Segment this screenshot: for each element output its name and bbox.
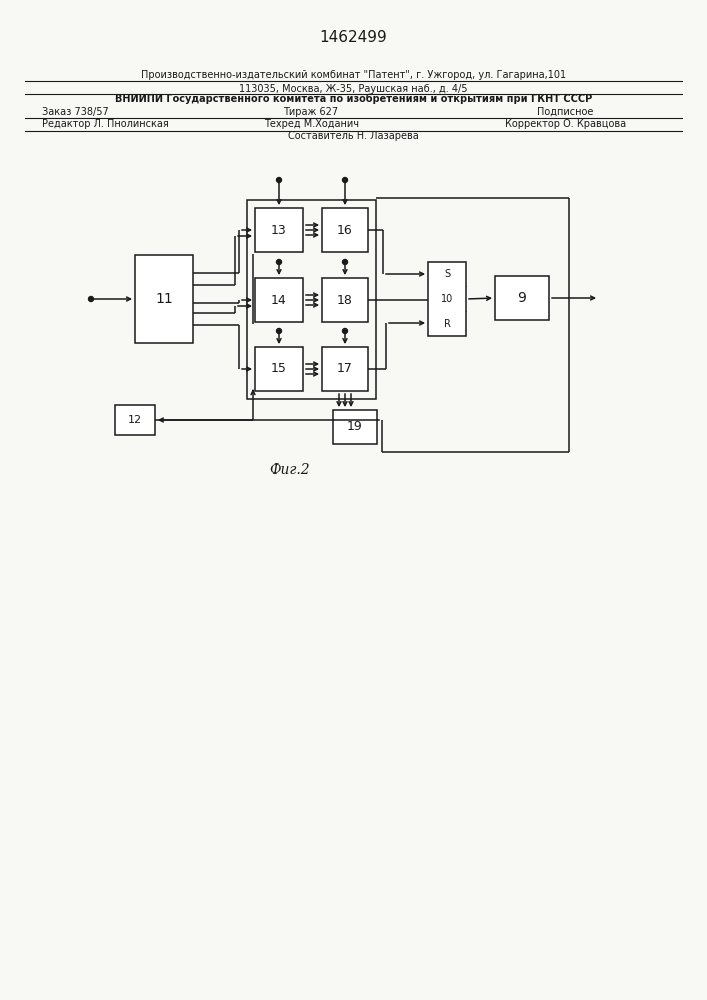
Text: 17: 17 bbox=[337, 362, 353, 375]
Bar bbox=[322, 208, 368, 252]
Circle shape bbox=[276, 259, 281, 264]
Bar bbox=[333, 410, 377, 444]
Text: 9: 9 bbox=[518, 291, 527, 305]
Text: Корректор О. Кравцова: Корректор О. Кравцова bbox=[505, 119, 626, 129]
Text: R: R bbox=[443, 319, 450, 329]
Text: Техред М.Ходанич: Техред М.Ходанич bbox=[264, 119, 358, 129]
Bar bbox=[322, 278, 368, 322]
Bar bbox=[115, 405, 155, 435]
Text: Тираж 627: Тираж 627 bbox=[284, 107, 339, 117]
Text: 15: 15 bbox=[271, 362, 287, 375]
Text: 113035, Москва, Ж-35, Раушская наб., д. 4/5: 113035, Москва, Ж-35, Раушская наб., д. … bbox=[239, 84, 468, 94]
Text: ВНИИПИ Государственного комитета по изобретениям и открытиям при ГКНТ СССР: ВНИИПИ Государственного комитета по изоб… bbox=[115, 94, 592, 104]
Text: Заказ 738/57: Заказ 738/57 bbox=[42, 107, 109, 117]
Circle shape bbox=[342, 259, 348, 264]
Circle shape bbox=[276, 328, 281, 334]
Text: 1462499: 1462499 bbox=[319, 30, 387, 45]
Text: 14: 14 bbox=[271, 294, 287, 306]
Text: Производственно-издательский комбинат "Патент", г. Ужгород, ул. Гагарина,101: Производственно-издательский комбинат "П… bbox=[141, 70, 566, 80]
Text: 11: 11 bbox=[155, 292, 173, 306]
Bar bbox=[495, 276, 549, 320]
Bar bbox=[255, 208, 303, 252]
Circle shape bbox=[276, 178, 281, 182]
Text: 18: 18 bbox=[337, 294, 353, 306]
Bar bbox=[255, 278, 303, 322]
Text: 12: 12 bbox=[128, 415, 142, 425]
Circle shape bbox=[342, 328, 348, 334]
Bar bbox=[322, 347, 368, 391]
Text: Составитель Н. Лазарева: Составитель Н. Лазарева bbox=[288, 131, 419, 141]
Bar bbox=[428, 262, 466, 336]
Text: S: S bbox=[444, 269, 450, 279]
Circle shape bbox=[88, 296, 93, 302]
Text: Редактор Л. Пнолинская: Редактор Л. Пнолинская bbox=[42, 119, 169, 129]
Bar bbox=[135, 255, 193, 343]
Text: Подписное: Подписное bbox=[537, 107, 594, 117]
Text: 16: 16 bbox=[337, 224, 353, 236]
Text: 13: 13 bbox=[271, 224, 287, 236]
Circle shape bbox=[342, 178, 348, 182]
Text: 19: 19 bbox=[347, 420, 363, 434]
Text: 10: 10 bbox=[441, 294, 453, 304]
Bar bbox=[247, 200, 376, 399]
Text: Фиг.2: Фиг.2 bbox=[269, 463, 310, 477]
Bar bbox=[255, 347, 303, 391]
